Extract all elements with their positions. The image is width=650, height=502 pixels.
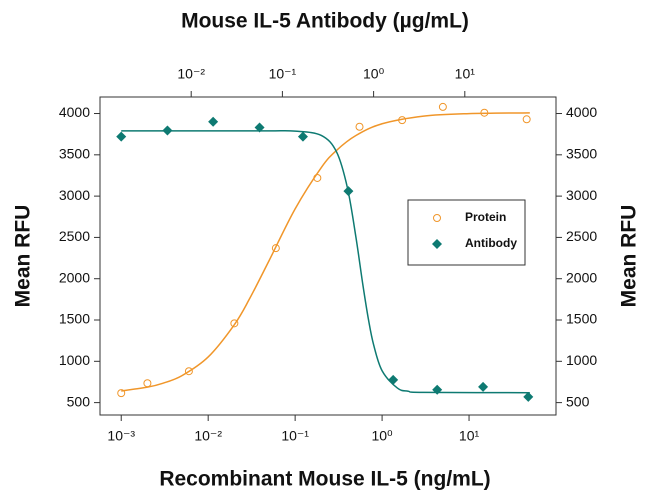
x-tick-label: 10⁻³: [107, 428, 135, 444]
circle-marker: [398, 116, 407, 125]
y2-tick-label: 3000: [566, 187, 597, 203]
y2-tick-label: 2000: [566, 269, 597, 285]
diamond-marker: [116, 131, 127, 142]
circle-marker: [117, 389, 126, 398]
diamond-marker: [162, 125, 173, 136]
y2-tick-label: 1500: [566, 311, 597, 327]
diamond-marker: [254, 122, 265, 133]
y-tick-label: 1000: [59, 352, 90, 368]
y2-tick-label: 4000: [566, 104, 597, 120]
y2-tick-label: 3500: [566, 146, 597, 162]
legend-label: Protein: [465, 210, 506, 224]
y-tick-label: 2500: [59, 228, 90, 244]
y-tick-label: 3000: [59, 187, 90, 203]
x2-tick-label: 10⁻²: [177, 66, 205, 82]
bottom-axis-title: Recombinant Mouse IL-5 (ng/mL): [159, 468, 490, 491]
y-tick-label: 3500: [59, 146, 90, 162]
legend-box: [407, 199, 526, 266]
diamond-marker: [478, 381, 489, 392]
y-tick-label: 4000: [59, 104, 90, 120]
x-tick-label: 10⁻²: [194, 428, 222, 444]
circle-marker: [230, 319, 239, 328]
legend-label: Antibody: [465, 236, 517, 250]
diamond-marker: [388, 374, 399, 385]
circle-marker: [522, 115, 531, 124]
legend-marker: [432, 239, 442, 249]
diamond-marker: [297, 131, 308, 142]
circle-marker: [480, 108, 489, 117]
y2-tick-label: 500: [566, 393, 590, 409]
circle-marker: [271, 244, 280, 253]
y-tick-label: 2000: [59, 269, 90, 285]
x2-tick-label: 10⁻¹: [269, 66, 297, 82]
left-axis-title: Mean RFU: [12, 205, 35, 308]
y-tick-label: 1500: [59, 311, 90, 327]
fit-curve: [121, 112, 530, 392]
y2-tick-label: 1000: [566, 352, 597, 368]
fit-curve: [121, 129, 530, 394]
diamond-marker: [208, 116, 219, 127]
right-axis-title: Mean RFU: [618, 205, 641, 308]
x-tick-label: 10⁰: [371, 428, 393, 444]
circle-marker: [438, 102, 447, 111]
circle-marker: [184, 367, 193, 376]
diamond-marker: [432, 384, 443, 395]
y2-tick-label: 2500: [566, 228, 597, 244]
diamond-marker: [523, 391, 534, 402]
y-tick-label: 500: [67, 393, 91, 409]
circle-marker: [143, 379, 152, 388]
circle-marker: [355, 122, 364, 131]
x2-tick-label: 10⁰: [363, 66, 385, 82]
circle-marker: [313, 173, 322, 182]
legend-marker: [433, 214, 441, 222]
x2-tick-label: 10¹: [455, 66, 476, 82]
x-tick-label: 10¹: [459, 428, 480, 444]
plot-frame: [99, 96, 557, 416]
top-axis-title: Mouse IL-5 Antibody (µg/mL): [181, 10, 469, 33]
diamond-marker: [343, 186, 354, 197]
x-tick-label: 10⁻¹: [281, 428, 309, 444]
